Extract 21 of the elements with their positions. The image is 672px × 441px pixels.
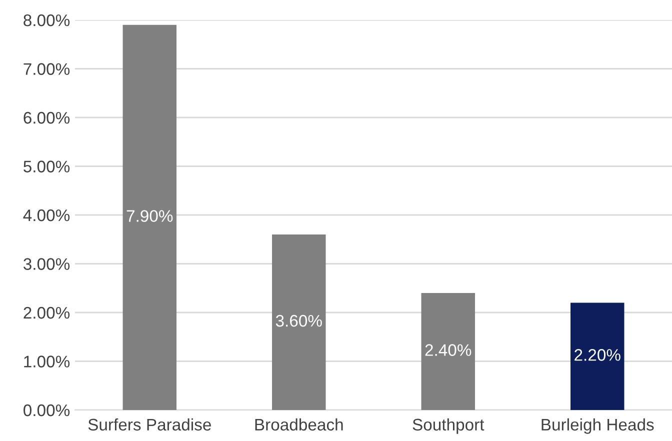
y-tick-label: 7.00%	[24, 63, 70, 75]
data-label: 3.60%	[276, 314, 322, 327]
y-tick-label: 3.00%	[24, 258, 70, 270]
x-tick-label: Southport	[412, 418, 484, 434]
bar	[421, 293, 475, 410]
data-label: 7.90%	[126, 210, 173, 222]
y-tick-label: 4.00%	[23, 209, 70, 222]
y-tick-label: 6.00%	[24, 112, 70, 124]
x-tick-label: Burleigh Heads	[542, 418, 654, 434]
data-label: 2.20%	[574, 349, 620, 361]
bar	[272, 234, 326, 410]
y-tick-label: 0.00%	[24, 404, 70, 416]
y-tick-label: 8.00%	[24, 14, 70, 26]
y-tick-label: 1.00%	[24, 356, 70, 368]
x-tick-label: Broadbeach	[255, 418, 343, 431]
x-tick-label: Surfers Paradise	[88, 418, 211, 431]
bar	[570, 302, 624, 410]
data-label: 2.40%	[425, 344, 472, 356]
bar	[122, 24, 176, 410]
y-tick-label: 5.00%	[24, 160, 70, 172]
y-tick-label: 2.00%	[24, 306, 70, 319]
